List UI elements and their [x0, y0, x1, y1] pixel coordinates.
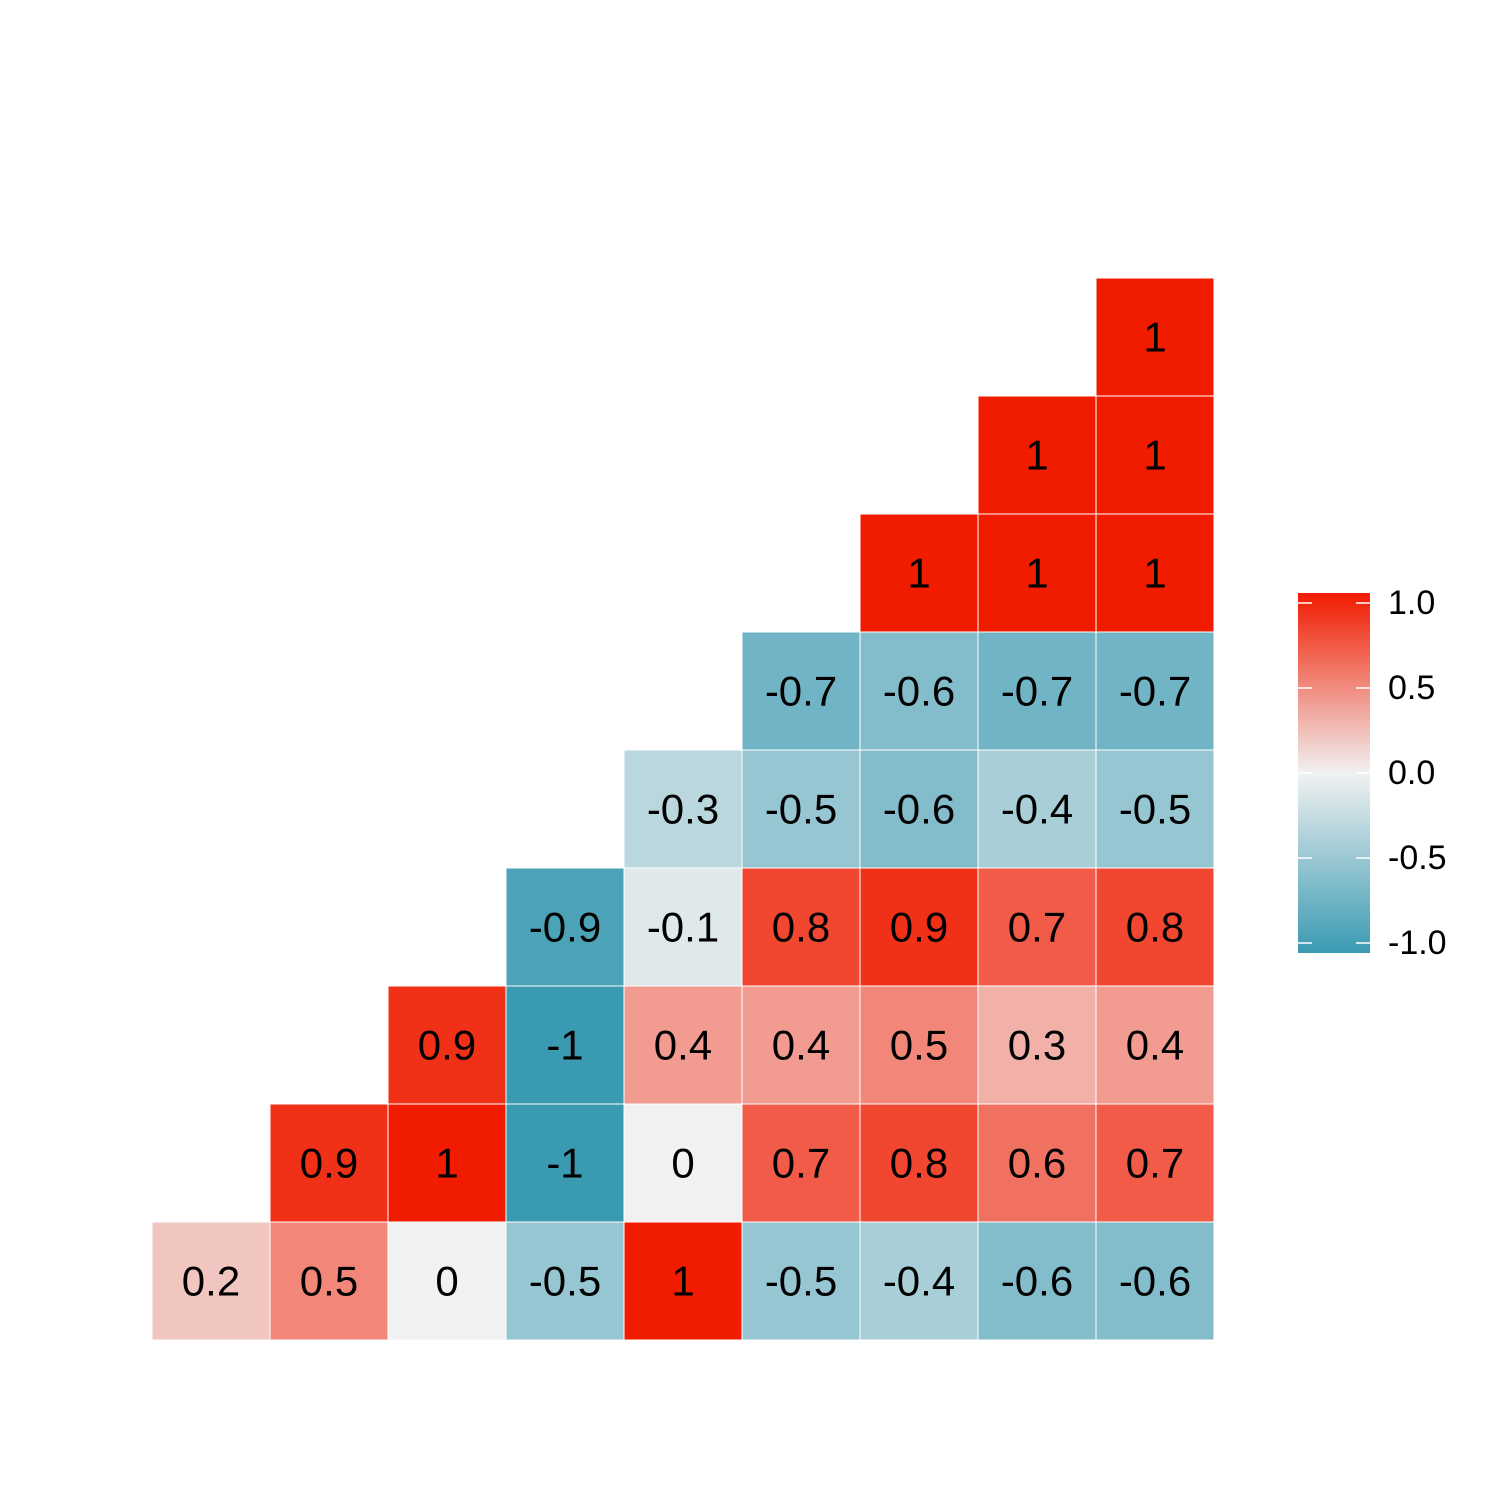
- heatmap-cell: [1095, 1221, 1215, 1341]
- heatmap-cell: [623, 867, 743, 987]
- cell-value-label: -0.6: [883, 668, 955, 715]
- cell-value-label: -0.1: [647, 904, 719, 951]
- cell-value-label: 0.4: [772, 1022, 830, 1069]
- cell-value-label: 0.4: [654, 1022, 712, 1069]
- heatmap-cells: 1 1 1 1 1 1 -0.7 -0.6 -0.7 -0.7 -0.3 -0.5 -0.6 -0.4 -0…: [151, 277, 1215, 1341]
- cell-value-label: -0.7: [1119, 668, 1191, 715]
- heatmap-cell: [859, 631, 979, 751]
- cell-value-label: -0.7: [1001, 668, 1073, 715]
- cell-value-label: 0.3: [1008, 1022, 1066, 1069]
- heatmap-cell: [505, 985, 625, 1105]
- cell-value-label: -0.5: [1119, 786, 1191, 833]
- heatmap-cell: [977, 985, 1097, 1105]
- cell-value-label: 0.9: [418, 1022, 476, 1069]
- cell-value-label: 0.8: [890, 1140, 948, 1187]
- heatmap-cell: [269, 1103, 389, 1223]
- heatmap-cell: [505, 1103, 625, 1223]
- cell-value-label: -0.6: [883, 786, 955, 833]
- heatmap-cell: [1095, 867, 1215, 987]
- cell-value-label: 0.6: [1008, 1140, 1066, 1187]
- cell-value-label: -0.6: [1001, 1258, 1073, 1305]
- cell-value-label: -1: [546, 1022, 583, 1069]
- heatmap-cell: [1095, 631, 1215, 751]
- heatmap-cell: [1095, 749, 1215, 869]
- cell-value-label: -0.6: [1119, 1258, 1191, 1305]
- heatmap-cell: [151, 1221, 271, 1341]
- heatmap-cell: [977, 395, 1097, 515]
- cell-value-label: 0.8: [772, 904, 830, 951]
- cell-value-label: 0.8: [1126, 904, 1184, 951]
- cell-value-label: 1: [1143, 314, 1166, 361]
- cell-value-label: 1: [671, 1258, 694, 1305]
- cell-value-label: 0.2: [182, 1258, 240, 1305]
- cell-value-label: 0.9: [300, 1140, 358, 1187]
- cell-value-label: -1: [546, 1140, 583, 1187]
- legend-tick-label: -0.5: [1388, 839, 1447, 877]
- legend-tick-label: 1.0: [1388, 584, 1435, 622]
- heatmap-cell: [387, 985, 507, 1105]
- heatmap-cell: [1095, 1103, 1215, 1223]
- heatmap-cell: [977, 749, 1097, 869]
- heatmap-cell: [387, 1221, 507, 1341]
- legend-tick-label: 0.0: [1388, 754, 1435, 792]
- heatmap-cell: [977, 1103, 1097, 1223]
- cell-value-label: 1: [907, 550, 930, 597]
- cell-value-label: 1: [435, 1140, 458, 1187]
- heatmap-cell: [741, 749, 861, 869]
- cell-value-label: 1: [1025, 550, 1048, 597]
- heatmap-cell: [859, 749, 979, 869]
- cell-value-label: 1: [1143, 550, 1166, 597]
- heatmap-cell: [269, 1221, 389, 1341]
- cell-value-label: -0.3: [647, 786, 719, 833]
- cell-value-label: 0.7: [772, 1140, 830, 1187]
- heatmap-cell: [623, 1221, 743, 1341]
- legend-tick-label: 0.5: [1388, 669, 1435, 707]
- cell-value-label: -0.9: [529, 904, 601, 951]
- cell-value-label: 0.7: [1126, 1140, 1184, 1187]
- cell-value-label: 0.5: [890, 1022, 948, 1069]
- heatmap-cell: [505, 867, 625, 987]
- heatmap-cell: [741, 1221, 861, 1341]
- cell-value-label: -0.7: [765, 668, 837, 715]
- color-legend: 1.0 0.5 0.0 -0.5 -1.0: [1298, 584, 1447, 962]
- heatmap-cell: [1095, 395, 1215, 515]
- heatmap-cell: [859, 513, 979, 633]
- heatmap-cell: [741, 985, 861, 1105]
- heatmap-cell: [505, 1221, 625, 1341]
- cell-value-label: -0.5: [765, 1258, 837, 1305]
- heatmap-cell: [741, 867, 861, 987]
- cell-value-label: 0: [435, 1258, 458, 1305]
- legend-ticks: 1.0 0.5 0.0 -0.5 -1.0: [1298, 584, 1447, 962]
- cell-value-label: -0.4: [883, 1258, 955, 1305]
- heatmap-cell: [1095, 985, 1215, 1105]
- legend-tick-label: -1.0: [1388, 924, 1447, 962]
- heatmap-cell: [859, 867, 979, 987]
- heatmap-cell: [1095, 277, 1215, 397]
- cell-value-label: -0.5: [765, 786, 837, 833]
- cell-value-label: 0.5: [300, 1258, 358, 1305]
- cell-value-label: 0.4: [1126, 1022, 1184, 1069]
- cell-value-label: -0.5: [529, 1258, 601, 1305]
- cell-value-label: 1: [1025, 432, 1048, 479]
- heatmap-cell: [977, 513, 1097, 633]
- heatmap-cell: [977, 867, 1097, 987]
- cell-value-label: 0.7: [1008, 904, 1066, 951]
- cell-value-label: 0.9: [890, 904, 948, 951]
- cell-value-label: 1: [1143, 432, 1166, 479]
- cell-value-label: 0: [671, 1140, 694, 1187]
- heatmap-cell: [1095, 513, 1215, 633]
- heatmap-cell: [859, 1221, 979, 1341]
- cell-value-label: -0.4: [1001, 786, 1073, 833]
